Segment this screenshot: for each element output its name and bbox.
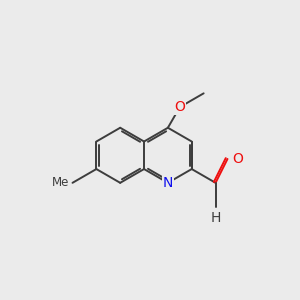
Text: H: H bbox=[210, 211, 221, 225]
Text: N: N bbox=[163, 176, 173, 190]
Text: O: O bbox=[174, 100, 185, 114]
Text: O: O bbox=[232, 152, 243, 166]
Text: Me: Me bbox=[52, 176, 69, 189]
